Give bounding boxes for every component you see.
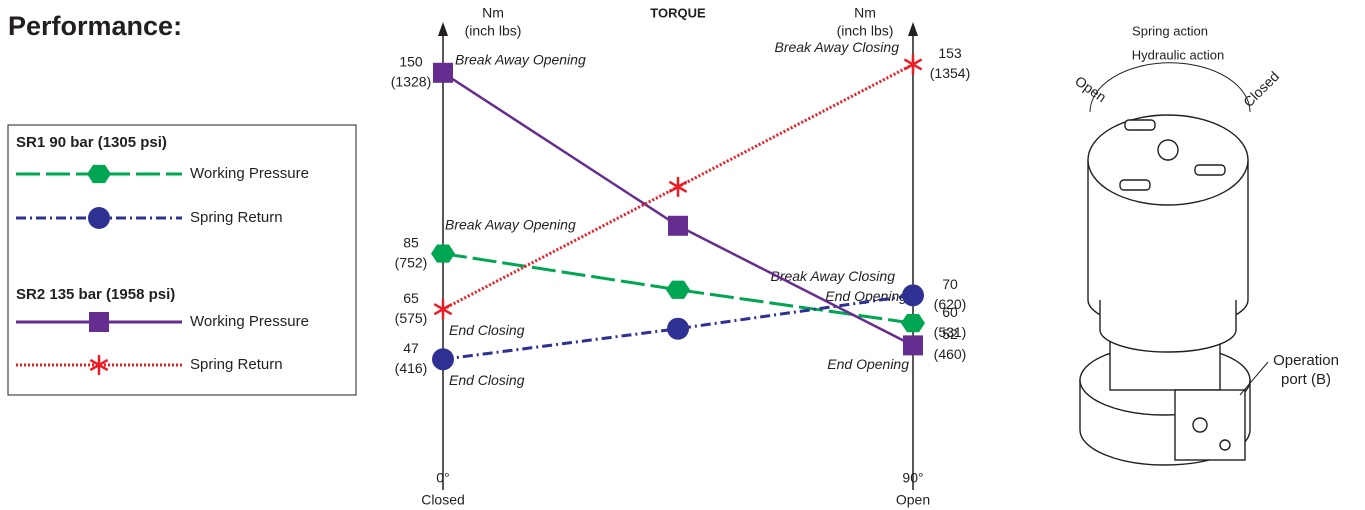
marker <box>666 281 690 299</box>
x-tick-sublabel: Open <box>896 492 930 508</box>
legend-group-title: SR2 135 bar (1958 psi) <box>16 286 175 303</box>
value-label: 150 <box>399 54 423 70</box>
marker <box>668 216 688 236</box>
point-label: Break Away Opening <box>455 52 586 68</box>
port <box>1193 418 1207 432</box>
marker <box>902 284 924 306</box>
illustration-label: Operation <box>1273 352 1339 369</box>
legend-group-title: SR1 90 bar (1305 psi) <box>16 134 167 151</box>
page-title: Performance: <box>8 11 182 41</box>
point-label: End Opening <box>827 356 909 372</box>
point-label: Break Away Closing <box>774 39 899 55</box>
x-tick-sublabel: Closed <box>421 492 465 508</box>
x-tick-label: 90° <box>902 470 923 486</box>
port-block <box>1175 390 1245 460</box>
axis-arrow <box>908 22 918 36</box>
value-label-inch-lbs: (620) <box>934 296 967 312</box>
action-arc <box>1090 63 1250 112</box>
legend-swatch-marker <box>87 165 111 183</box>
shaft <box>1158 140 1178 160</box>
value-label: 65 <box>403 290 419 306</box>
value-label: 153 <box>938 45 962 61</box>
point-label: End Closing <box>449 322 525 338</box>
legend-label: Working Pressure <box>190 313 309 330</box>
lug <box>1120 180 1150 190</box>
value-label: 85 <box>403 234 419 250</box>
lug <box>1195 165 1225 175</box>
collar <box>1100 300 1236 352</box>
axis-arrow <box>438 22 448 36</box>
marker <box>904 54 921 74</box>
port-b <box>1220 440 1230 450</box>
marker <box>669 177 686 197</box>
legend-label: Spring Return <box>190 356 283 373</box>
value-label: 52 <box>942 326 958 342</box>
legend-label: Spring Return <box>190 209 283 226</box>
value-label-inch-lbs: (1328) <box>391 74 431 90</box>
marker <box>667 318 689 340</box>
value-label-inch-lbs: (416) <box>395 360 428 376</box>
marker <box>431 245 455 263</box>
legend-swatch-marker <box>89 312 109 332</box>
marker <box>432 348 454 370</box>
illustration-label: Hydraulic action <box>1132 47 1225 62</box>
y2-axis-label: (inch lbs) <box>837 23 894 39</box>
point-label: Break Away Opening <box>445 216 576 232</box>
y-axis-label: (inch lbs) <box>465 23 522 39</box>
marker <box>433 63 453 83</box>
value-label-inch-lbs: (460) <box>934 346 967 362</box>
x-tick-label: 0° <box>436 470 449 486</box>
chart-title: TORQUE <box>650 5 706 20</box>
value-label-inch-lbs: (1354) <box>930 65 970 81</box>
point-label: End Closing <box>449 372 525 388</box>
legend-label: Working Pressure <box>190 165 309 182</box>
value-label-inch-lbs: (575) <box>395 310 428 326</box>
marker <box>903 335 923 355</box>
legend-swatch-marker <box>88 207 110 229</box>
value-label: 70 <box>942 276 958 292</box>
illustration-label: Open <box>1072 73 1109 106</box>
marker <box>434 299 451 319</box>
y-axis-label: Nm <box>482 5 504 21</box>
illustration-label: port (B) <box>1281 371 1331 388</box>
marker <box>901 314 925 332</box>
illustration-label: Closed <box>1240 68 1282 110</box>
illustration-label: Spring action <box>1132 23 1208 38</box>
value-label: 47 <box>403 340 419 356</box>
lug <box>1125 120 1155 130</box>
page: Performance: TORQUE Nm (inch lbs) Nm (inch l… <box>0 0 1365 510</box>
actuator-illustration <box>1080 63 1268 465</box>
y2-axis-label: Nm <box>854 5 876 21</box>
value-label-inch-lbs: (752) <box>395 254 428 270</box>
